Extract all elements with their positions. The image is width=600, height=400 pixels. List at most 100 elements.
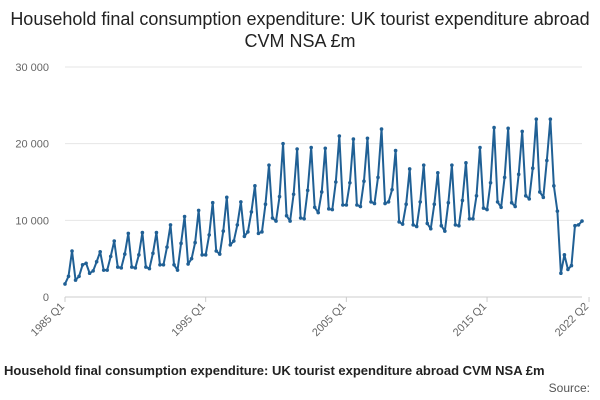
data-point (249, 210, 254, 214)
data-point (291, 192, 296, 197)
data-point (488, 180, 493, 185)
data-point (464, 161, 468, 165)
data-point (203, 253, 208, 257)
data-point (527, 197, 532, 201)
data-point (555, 209, 560, 213)
data-point (372, 201, 377, 206)
data-point (404, 202, 408, 207)
data-point (200, 253, 204, 257)
data-point (580, 219, 584, 223)
data-point (70, 249, 74, 253)
data-point (326, 207, 331, 211)
data-point (369, 200, 373, 204)
data-point (513, 204, 517, 209)
data-point (77, 274, 81, 279)
data-point (351, 137, 356, 141)
data-point (379, 127, 384, 131)
data-point (80, 263, 85, 267)
data-point (94, 259, 99, 264)
data-point (545, 158, 549, 163)
data-point (242, 234, 247, 239)
data-point (312, 205, 317, 210)
data-point (376, 175, 380, 180)
x-tick-label: 2022 Q2 (553, 301, 591, 339)
data-point (165, 245, 169, 249)
data-point (84, 261, 88, 266)
data-point (130, 265, 134, 269)
x-tick-label: 1995 Q1 (169, 301, 207, 339)
y-tick-label: 0 (43, 292, 49, 304)
data-point (260, 230, 264, 234)
data-point (147, 266, 152, 271)
data-point (119, 266, 124, 270)
data-point (253, 184, 257, 188)
data-point (270, 216, 275, 220)
data-point (552, 184, 556, 188)
data-point (358, 204, 363, 209)
x-tick-label: 2015 Q1 (451, 301, 489, 339)
y-tick-label: 30 000 (15, 62, 49, 74)
data-point (562, 253, 567, 257)
data-point (316, 210, 321, 215)
footer-caption: Household final consumption expenditure:… (4, 363, 545, 378)
data-point (319, 190, 324, 194)
data-point (66, 274, 71, 279)
data-point (63, 282, 67, 286)
data-point (175, 268, 180, 272)
data-point (295, 147, 299, 151)
data-point (98, 249, 102, 254)
x-tick-label: 2005 Q1 (310, 301, 348, 339)
data-point (274, 219, 278, 223)
data-point (87, 271, 92, 276)
data-point (411, 223, 415, 227)
data-point (161, 263, 166, 267)
data-point (193, 240, 197, 245)
data-point (383, 201, 387, 206)
data-point (474, 194, 479, 198)
data-point (305, 188, 310, 193)
data-point (330, 207, 335, 212)
data-point (217, 252, 222, 256)
data-point (334, 180, 338, 184)
data-point (467, 217, 472, 221)
data-point (91, 269, 95, 273)
data-point (407, 167, 412, 171)
data-point (566, 267, 570, 272)
data-point (232, 239, 236, 243)
data-point (115, 265, 120, 269)
data-point (453, 223, 458, 227)
y-axis: 0 10 000 20 000 30 000 (15, 62, 49, 304)
data-point (224, 195, 229, 200)
data-point (108, 254, 113, 259)
data-point (569, 263, 574, 268)
data-point (355, 203, 359, 207)
data-point (450, 163, 454, 167)
data-point (520, 129, 525, 134)
data-point (112, 239, 117, 243)
x-tick-label: 1985 Q1 (29, 301, 67, 339)
data-point (548, 117, 553, 121)
data-point (158, 263, 162, 267)
data-point (390, 187, 394, 192)
data-point (140, 230, 145, 235)
data-point (362, 179, 366, 184)
data-point (239, 200, 243, 204)
data-point (414, 224, 419, 229)
data-point (281, 141, 285, 146)
data-point (179, 241, 183, 246)
data-point (509, 200, 514, 205)
data-point (302, 217, 306, 221)
data-point (144, 265, 148, 269)
y-tick-label: 20 000 (15, 139, 49, 151)
data-point (559, 271, 563, 276)
data-point (228, 243, 233, 247)
data-point (439, 223, 444, 228)
data-point (298, 216, 303, 220)
data-point (154, 230, 159, 235)
data-point (182, 214, 187, 219)
data-point (344, 203, 349, 207)
data-point (499, 205, 503, 210)
data-point (207, 233, 211, 237)
data-point (485, 207, 489, 212)
data-point (386, 200, 391, 204)
